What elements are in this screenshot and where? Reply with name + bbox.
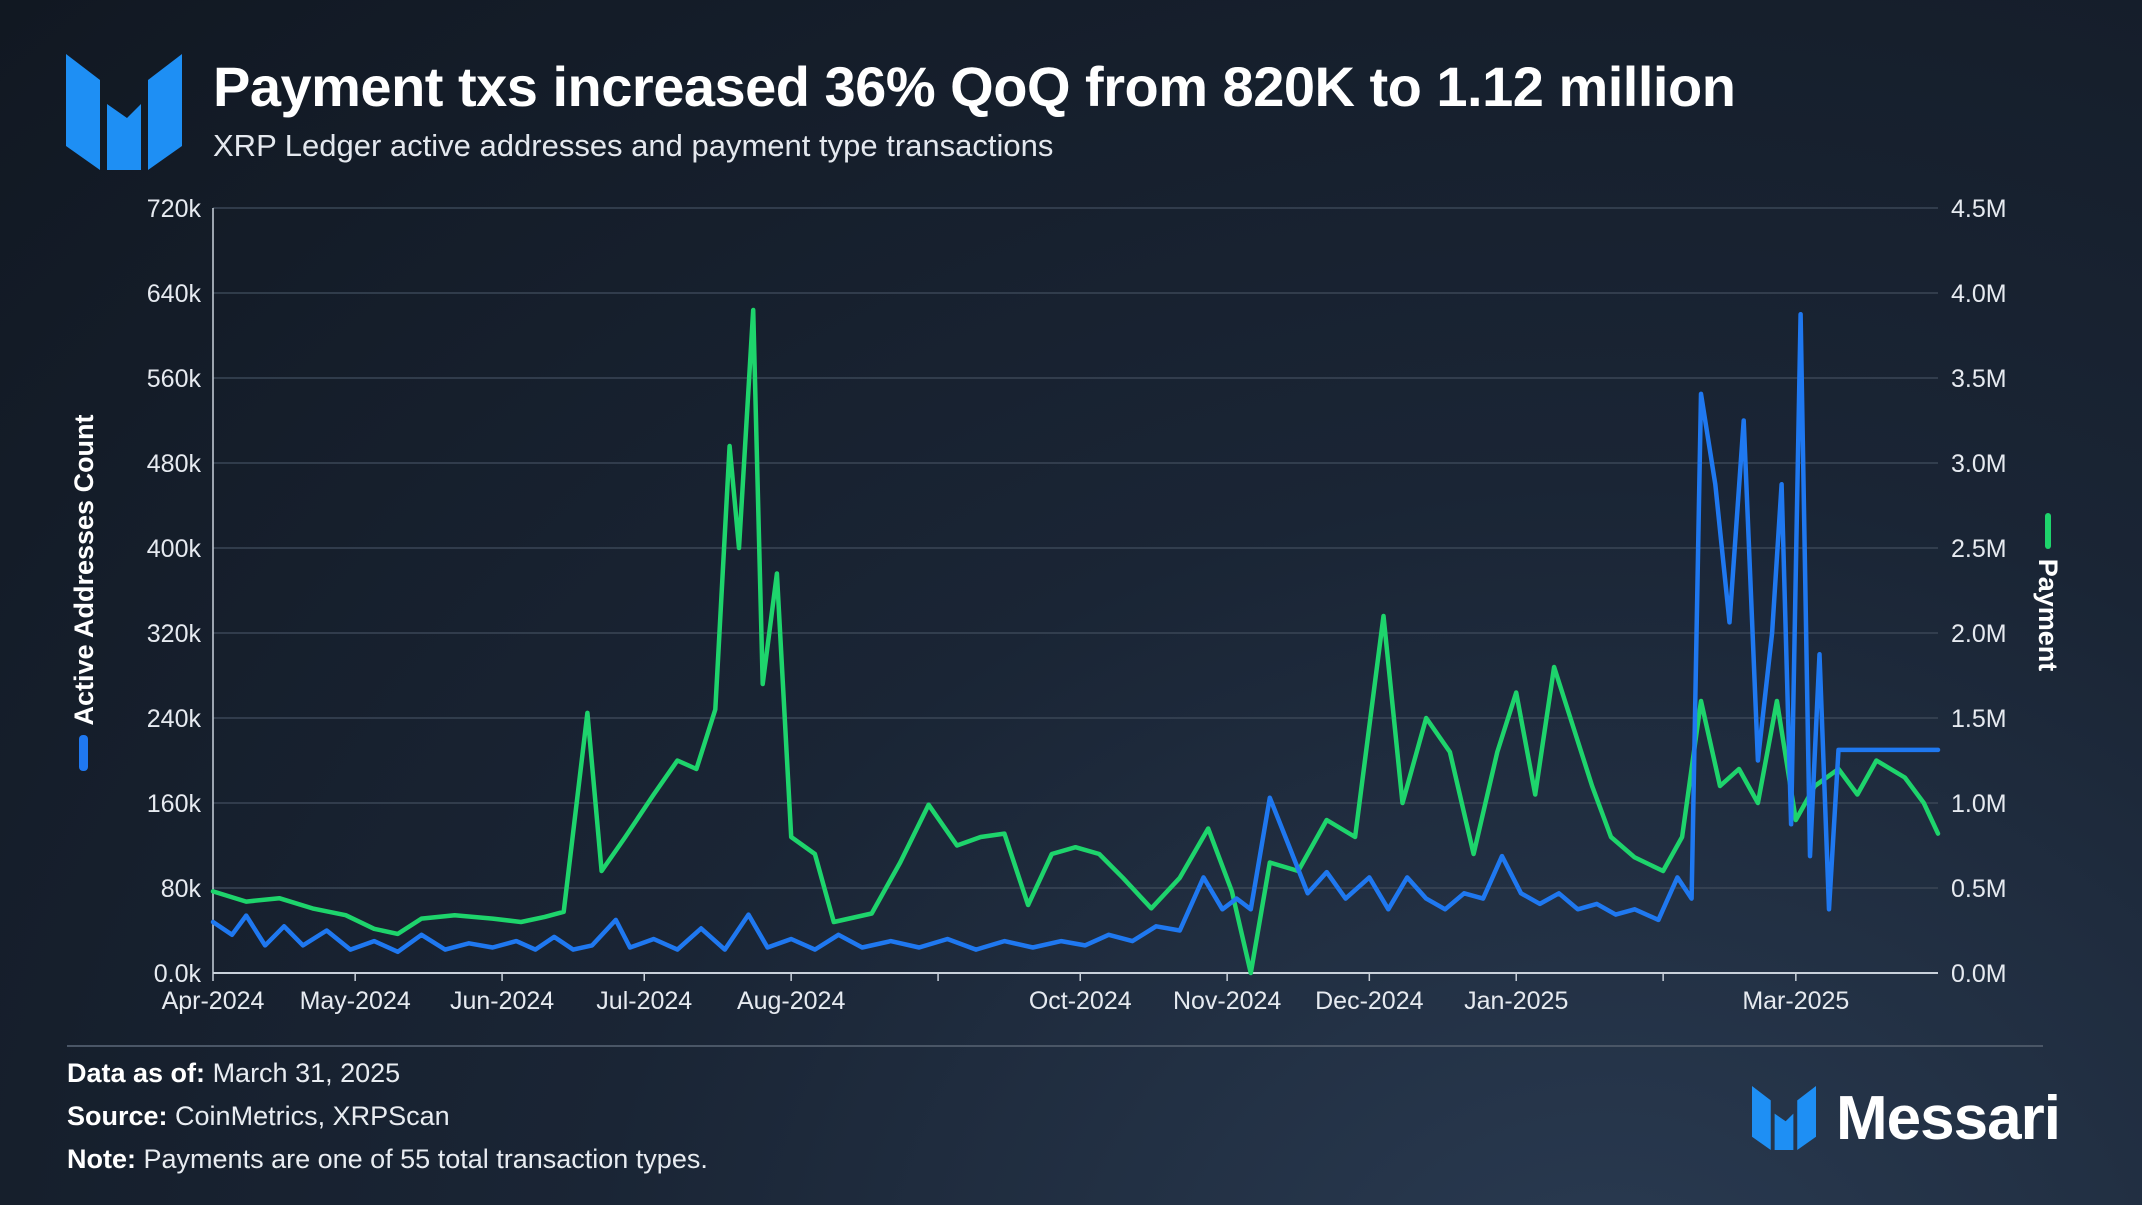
chart-title: Payment txs increased 36% QoQ from 820K … (213, 55, 1736, 118)
y-right-tick-label: 1.0M (1951, 790, 2007, 818)
y-left-tick-label: 640k (147, 280, 202, 308)
y-right-tick-label: 1.5M (1951, 705, 2007, 733)
y-right-tick-label: 2.5M (1951, 535, 2007, 563)
chart-subtitle: XRP Ledger active addresses and payment … (213, 128, 1054, 163)
footer-divider (67, 1045, 2043, 1047)
y-left-tick-label: 240k (147, 705, 202, 733)
y-right-axis-title: Payment (2033, 559, 2063, 672)
note-label: Note: (67, 1144, 136, 1174)
x-tick-label: May-2024 (300, 987, 411, 1015)
x-tick-label: Jan-2025 (1464, 987, 1568, 1015)
y-right-tick-label: 4.0M (1951, 280, 2007, 308)
y-right-tick-label: 0.5M (1951, 875, 2007, 903)
x-tick-label: Oct-2024 (1029, 987, 1132, 1015)
y-left-tick-label: 320k (147, 620, 202, 648)
y-left-tick-label: 160k (147, 790, 202, 818)
x-tick-label: Dec-2024 (1315, 987, 1423, 1015)
data-as-of-value: March 31, 2025 (212, 1058, 401, 1088)
y-right-tick-label: 3.5M (1951, 365, 2007, 393)
y-right-tick-label: 4.5M (1951, 195, 2007, 223)
y-left-legend-swatch (79, 735, 88, 771)
footer-note: Note: Payments are one of 55 total trans… (67, 1144, 708, 1175)
series-line-payment (210, 307, 1941, 976)
note-value: Payments are one of 55 total transaction… (143, 1144, 708, 1174)
footer-source: Source: CoinMetrics, XRPScan (67, 1101, 450, 1132)
y-left-tick-label: 400k (147, 535, 202, 563)
messari-brand-icon (1752, 1086, 1816, 1150)
x-tick-label: Jul-2024 (596, 987, 692, 1015)
data-as-of-label: Data as of: (67, 1058, 206, 1088)
chart-area: 0.0k 80k 160k 240k 320k 400k 480k 560k 640k 720k 0… (69, 195, 2063, 1015)
y-left-tick-label: 480k (147, 450, 202, 478)
x-tick-label: Nov-2024 (1173, 987, 1281, 1015)
y-right-legend-swatch (2045, 513, 2051, 549)
x-tick-label: Jun-2024 (450, 987, 554, 1015)
messari-logo-icon (66, 54, 182, 170)
messari-wordmark: Messari (1836, 1083, 2061, 1153)
x-tick-label: Mar-2025 (1742, 987, 1849, 1015)
y-right-tick-label: 0.0M (1951, 960, 2007, 988)
y-left-tick-label: 0.0k (154, 960, 202, 988)
series-line-active-addresses (210, 312, 1941, 955)
y-left-tick-label: 560k (147, 365, 202, 393)
y-left-axis-title: Active Addresses Count (69, 414, 99, 725)
messari-brand: Messari (1752, 1083, 2061, 1153)
footer-data-as-of: Data as of: March 31, 2025 (67, 1058, 400, 1089)
source-label: Source: (67, 1101, 168, 1131)
y-right-tick-label: 3.0M (1951, 450, 2007, 478)
y-left-tick-label: 80k (161, 875, 202, 903)
x-tick-label: Apr-2024 (162, 987, 265, 1015)
y-left-tick-label: 720k (147, 195, 202, 223)
source-value: CoinMetrics, XRPScan (175, 1101, 450, 1131)
x-tick-label: Aug-2024 (737, 987, 846, 1015)
y-right-tick-label: 2.0M (1951, 620, 2007, 648)
